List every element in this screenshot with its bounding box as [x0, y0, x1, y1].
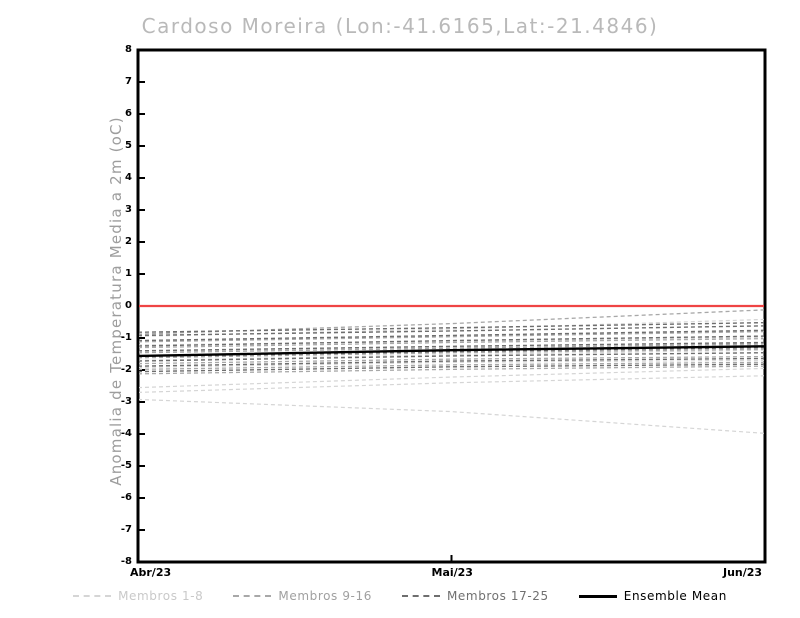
y-tick-label: -7	[120, 524, 132, 535]
x-tick-label: Mai/23	[431, 566, 473, 579]
y-tick-label: 4	[125, 172, 132, 183]
y-tick-label: 7	[125, 76, 132, 87]
y-tick-label: 3	[125, 204, 132, 215]
x-tick-label: Jun/23	[723, 566, 763, 579]
y-tick-label: 0	[125, 300, 132, 311]
legend-line-swatch	[73, 595, 112, 597]
y-tick-label: -3	[120, 396, 132, 407]
y-tick-label: -8	[120, 556, 132, 567]
y-tick-label: -6	[120, 492, 132, 503]
legend-label: Ensemble Mean	[623, 589, 727, 603]
member-line	[139, 398, 764, 434]
legend-line-swatch	[401, 595, 440, 597]
legend-item[interactable]: Membros 17-25	[401, 589, 549, 603]
y-tick-label: -1	[120, 332, 132, 343]
y-tick-label: 8	[125, 44, 132, 55]
legend-label: Membros 9-16	[278, 589, 372, 603]
legend-item[interactable]: Ensemble Mean	[578, 589, 727, 603]
ensemble-mean-line	[139, 345, 764, 358]
legend-line-swatch	[578, 594, 617, 598]
y-tick-label: 6	[125, 108, 132, 119]
y-tick-label: -5	[120, 460, 132, 471]
legend-label: Membros 17-25	[446, 589, 549, 603]
legend-label: Membros 1-8	[118, 589, 204, 603]
y-tick-label: 1	[125, 268, 132, 279]
legend-line-swatch	[233, 595, 272, 597]
y-tick-label: -2	[120, 364, 132, 375]
legend-item[interactable]: Membros 9-16	[233, 589, 372, 603]
legend-item[interactable]: Membros 1-8	[73, 589, 203, 603]
chart-legend: Membros 1-8 Membros 9-16 Membros 17-25 Ense…	[0, 585, 800, 607]
x-tick-label: Abr/23	[130, 566, 172, 579]
y-tick-label: -4	[120, 428, 132, 439]
member-line	[139, 359, 764, 369]
y-tick-label: 5	[125, 140, 132, 151]
y-tick-label: 2	[125, 236, 132, 247]
chart-title: Cardoso Moreira (Lon:-41.6165,Lat:-21.48…	[141, 14, 659, 38]
series-group	[139, 304, 764, 434]
